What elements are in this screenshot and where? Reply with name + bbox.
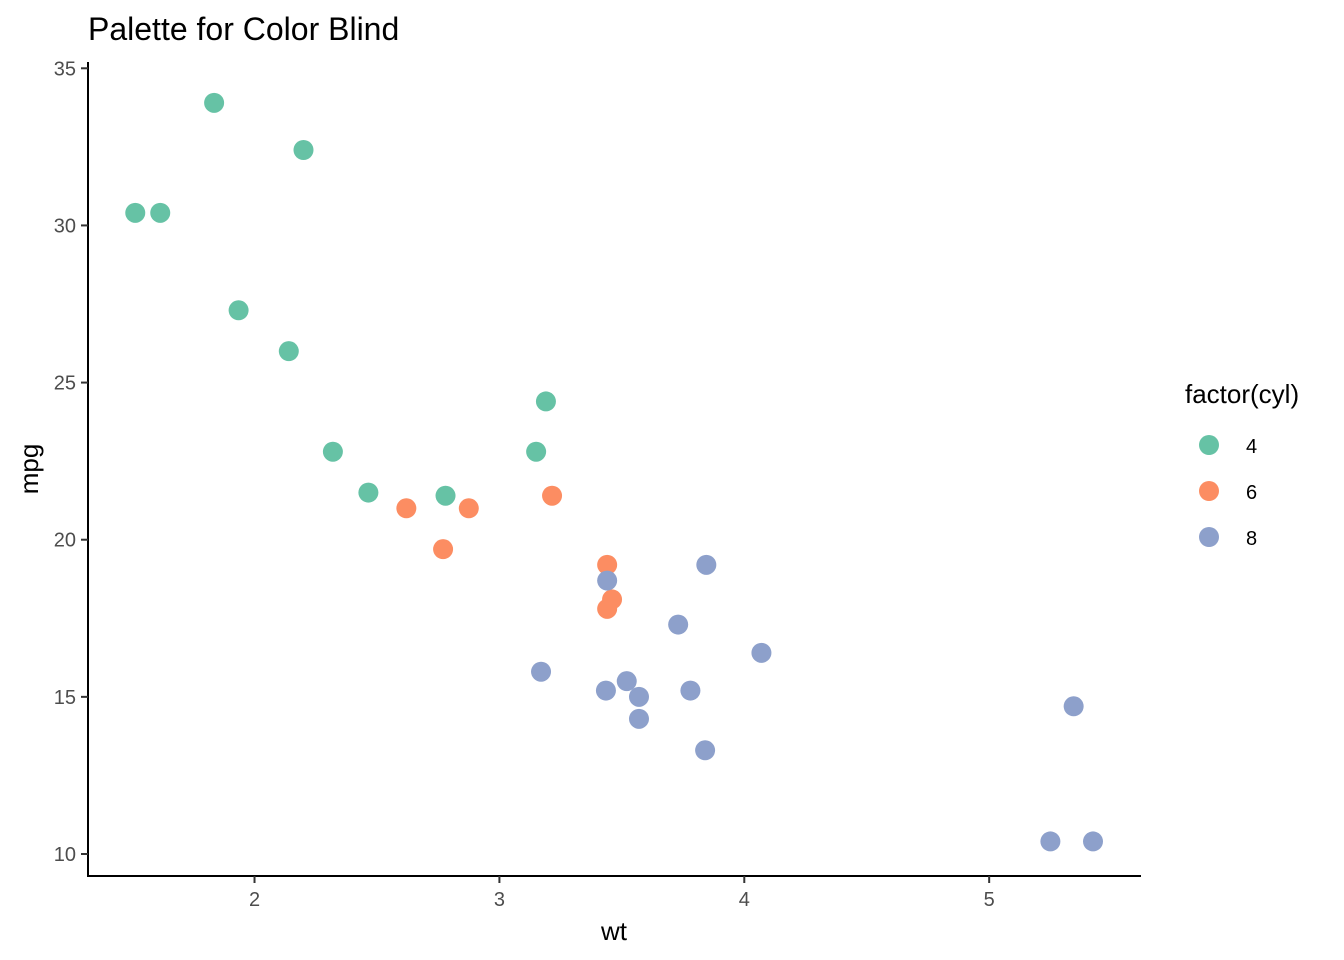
y-ticks: 10 15 20 25 30 35 [54, 58, 88, 866]
data-point-cyl-4 [228, 300, 249, 321]
data-point-cyl-8 [616, 671, 637, 692]
data-point-cyl-6 [597, 554, 618, 575]
data-point-cyl-4 [293, 140, 314, 160]
legend-key-4 [1199, 435, 1219, 455]
data-point-cyl-8 [1063, 696, 1084, 717]
data-point-cyl-4 [278, 341, 299, 362]
data-point-cyl-8 [680, 680, 701, 701]
legend-title: factor(cyl) [1185, 379, 1299, 409]
data-point-cyl-6 [458, 498, 479, 519]
data-point-cyl-4 [204, 92, 225, 113]
x-tick-label: 5 [984, 889, 995, 911]
data-point-cyl-4 [150, 202, 171, 223]
data-point-cyl-6 [542, 485, 563, 506]
y-axis-title: mpg [14, 444, 44, 495]
data-point-cyl-8 [595, 680, 616, 701]
x-ticks: 2 3 4 5 [249, 876, 995, 911]
points-layer [125, 92, 1104, 852]
data-point-cyl-4 [435, 485, 456, 506]
legend-entries: 4 6 8 [1199, 435, 1257, 550]
chart-title: Palette for Color Blind [88, 11, 399, 47]
data-point-cyl-6 [602, 589, 623, 610]
legend-key-6 [1199, 481, 1219, 501]
legend: factor(cyl) 4 6 8 [1185, 379, 1299, 550]
data-point-cyl-8 [1040, 831, 1061, 852]
data-point-cyl-8 [751, 642, 772, 663]
y-tick-label: 10 [54, 844, 76, 866]
legend-label-4: 4 [1246, 436, 1257, 458]
data-point-cyl-8 [1083, 831, 1104, 852]
y-tick-label: 15 [54, 687, 76, 709]
data-point-cyl-8 [531, 661, 552, 682]
data-point-cyl-8 [628, 686, 649, 707]
y-tick-label: 25 [54, 373, 76, 395]
legend-label-6: 6 [1246, 482, 1257, 504]
y-tick-label: 35 [54, 58, 76, 80]
data-point-cyl-8 [696, 554, 717, 575]
data-point-cyl-8 [695, 740, 716, 761]
data-point-cyl-4 [322, 441, 343, 462]
legend-key-8 [1199, 527, 1219, 547]
data-point-cyl-4 [526, 441, 547, 462]
data-point-cyl-4 [535, 391, 556, 412]
x-tick-label: 4 [739, 889, 750, 911]
x-tick-label: 3 [494, 889, 505, 911]
data-point-cyl-8 [597, 570, 618, 591]
x-tick-label: 2 [249, 889, 260, 911]
y-tick-label: 30 [54, 215, 76, 237]
data-point-cyl-6 [396, 498, 417, 519]
data-point-cyl-4 [125, 202, 146, 223]
data-point-cyl-8 [668, 614, 689, 635]
x-axis-title: wt [600, 916, 628, 946]
data-point-cyl-6 [433, 539, 454, 560]
y-tick-label: 20 [54, 530, 76, 552]
data-point-cyl-4 [358, 482, 379, 503]
data-point-cyl-8 [628, 708, 649, 729]
legend-label-8: 8 [1246, 528, 1257, 550]
